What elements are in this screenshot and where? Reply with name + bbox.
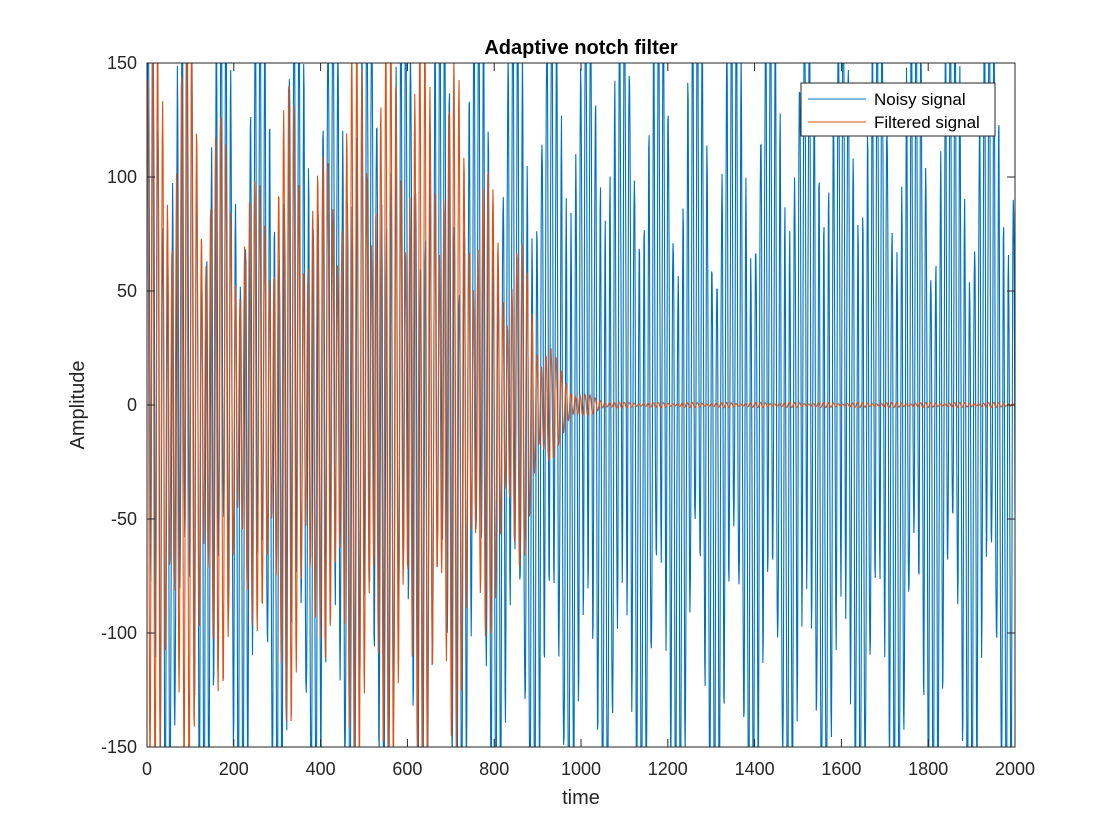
y-axis: -150 -100 -50 0 50 100 150 (101, 53, 1015, 757)
series-line-filtered-signal (147, 63, 1015, 747)
legend-box (800, 82, 996, 137)
y-tick-label: 0 (127, 395, 137, 415)
chart-title: Adaptive notch filter (484, 37, 678, 59)
y-tick-label: -150 (101, 737, 137, 757)
x-tick-label: 0 (142, 759, 152, 779)
x-tick-label: 1200 (648, 759, 688, 779)
x-axis-title: time (562, 787, 600, 809)
legend: Noisy signal Filtered signal (800, 82, 996, 137)
x-tick-label: 1600 (821, 759, 861, 779)
y-tick-label: -50 (111, 509, 137, 529)
legend-label-filtered-signal: Filtered signal (874, 113, 980, 132)
legend-label-noisy-signal: Noisy signal (874, 90, 966, 109)
series-layer (147, 63, 1015, 747)
x-tick-label: 400 (306, 759, 336, 779)
x-tick-label: 1000 (561, 759, 601, 779)
y-tick-label: -100 (101, 623, 137, 643)
x-tick-label: 600 (392, 759, 422, 779)
x-tick-label: 2000 (995, 759, 1035, 779)
x-tick-label: 1800 (908, 759, 948, 779)
y-tick-label: 100 (107, 167, 137, 187)
x-tick-label: 200 (219, 759, 249, 779)
x-tick-label: 1400 (735, 759, 775, 779)
y-axis-title: Amplitude (67, 361, 89, 450)
x-axis: 0 200 400 600 800 1000 1200 1400 1600 1800 2000 (142, 63, 1035, 779)
y-tick-label: 50 (117, 281, 137, 301)
y-tick-label: 150 (107, 53, 137, 73)
x-tick-label: 800 (479, 759, 509, 779)
